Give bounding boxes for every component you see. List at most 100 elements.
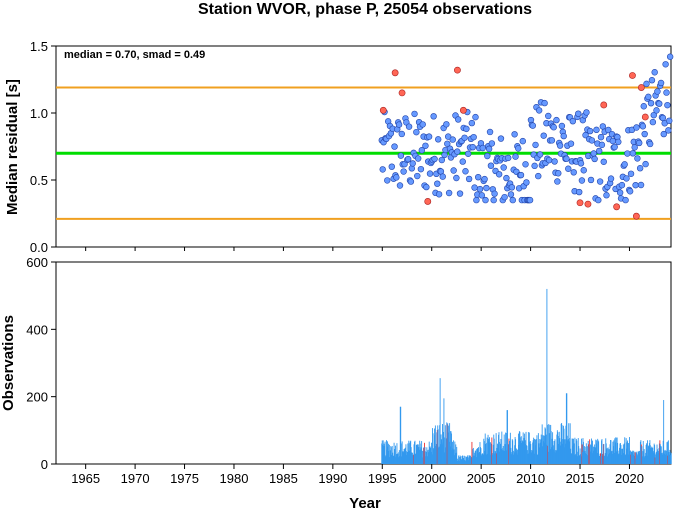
observation-bar — [547, 445, 549, 464]
observation-bar — [504, 444, 506, 464]
residual-point — [411, 110, 418, 118]
observation-bar — [578, 446, 580, 464]
observation-bar — [508, 444, 509, 464]
observation-bar — [503, 434, 505, 464]
observation-bar — [613, 440, 615, 464]
observations-panel-frame — [55, 261, 672, 465]
observation-bar — [407, 450, 409, 464]
observation-bar — [656, 444, 658, 464]
observation-bar — [413, 454, 414, 464]
observation-bar — [454, 453, 456, 464]
outlier-point — [584, 200, 592, 208]
residual-point — [431, 155, 438, 163]
residual-point — [434, 136, 442, 143]
observation-bar — [668, 454, 670, 464]
observation-bar — [530, 452, 532, 464]
residual-point — [633, 124, 640, 131]
observation-bar — [529, 442, 531, 464]
observation-bar — [536, 435, 538, 464]
residual-point — [398, 130, 406, 138]
observation-bar — [490, 443, 492, 464]
observation-bar — [396, 443, 398, 464]
observation-bar — [661, 453, 663, 464]
observation-bar — [474, 450, 476, 464]
observation-bar — [514, 437, 516, 464]
observation-bar — [405, 444, 407, 464]
outlier-point — [613, 203, 621, 211]
observation-bar — [419, 440, 421, 464]
residual-point — [508, 184, 516, 191]
residual-point — [556, 142, 564, 149]
observation-bar — [573, 443, 575, 464]
residual-point — [535, 107, 543, 114]
residual-point — [553, 116, 560, 124]
observation-bar — [543, 441, 545, 464]
residual-point — [409, 160, 416, 167]
observation-bar — [640, 440, 642, 464]
residual-point — [597, 133, 605, 141]
residual-point — [503, 174, 510, 182]
observation-bar — [560, 441, 562, 464]
observation-bar — [505, 432, 507, 464]
observation-bar — [569, 437, 571, 464]
observation-bar — [637, 451, 639, 464]
observation-bar — [459, 455, 461, 464]
observation-bar — [582, 451, 583, 464]
residual-point — [423, 183, 430, 191]
observation-bar — [665, 454, 667, 464]
x-tick-label: 2005 — [467, 471, 496, 486]
observation-bar — [484, 433, 486, 464]
observation-bar — [433, 448, 434, 464]
x-tick-label: 2000 — [417, 471, 446, 486]
observation-bar — [390, 454, 392, 464]
observation-bar — [392, 455, 394, 464]
residual-point — [657, 79, 665, 87]
residual-point — [583, 109, 590, 116]
outlier-point — [600, 101, 608, 109]
observation-bar — [424, 442, 425, 464]
observation-bar — [400, 443, 402, 464]
residual-point — [591, 155, 598, 163]
observation-bar — [667, 440, 669, 464]
observation-bar — [541, 424, 543, 464]
residual-point — [515, 145, 522, 152]
observation-bar — [610, 439, 611, 464]
residual-point — [587, 176, 595, 184]
residual-point — [659, 114, 667, 122]
residual-point — [388, 163, 395, 170]
observation-bar — [497, 444, 499, 464]
observation-bar — [620, 454, 622, 464]
observation-bar — [429, 447, 431, 464]
residual-point — [641, 130, 648, 138]
observation-bar — [401, 441, 403, 464]
observation-bar — [537, 433, 539, 464]
observation-bar — [468, 455, 470, 464]
residual-point — [555, 170, 562, 177]
residual-point — [531, 162, 538, 170]
observation-bar — [527, 432, 529, 464]
observation-bar — [451, 433, 452, 464]
observation-bar — [520, 436, 522, 464]
observation-bar — [425, 456, 427, 464]
observation-bar — [445, 447, 447, 464]
observation-bar — [625, 455, 627, 464]
observation-bar — [557, 436, 559, 464]
observation-bar — [551, 438, 553, 464]
residual-point — [444, 140, 451, 147]
observation-bar — [575, 438, 577, 464]
observation-bar — [631, 451, 633, 464]
x-tick-label: 1980 — [220, 471, 249, 486]
residual-point — [414, 155, 422, 162]
observation-bar — [414, 453, 416, 464]
observation-bar — [521, 440, 523, 464]
residual-point — [405, 123, 413, 130]
observation-bar — [478, 447, 480, 464]
observation-bar — [484, 450, 486, 464]
residual-point — [665, 127, 672, 134]
observation-bar — [543, 435, 545, 464]
observation-bar — [548, 433, 550, 464]
observation-bar — [590, 444, 592, 464]
residual-point — [509, 196, 516, 204]
residual-point — [470, 133, 477, 141]
observation-bar — [482, 454, 484, 464]
